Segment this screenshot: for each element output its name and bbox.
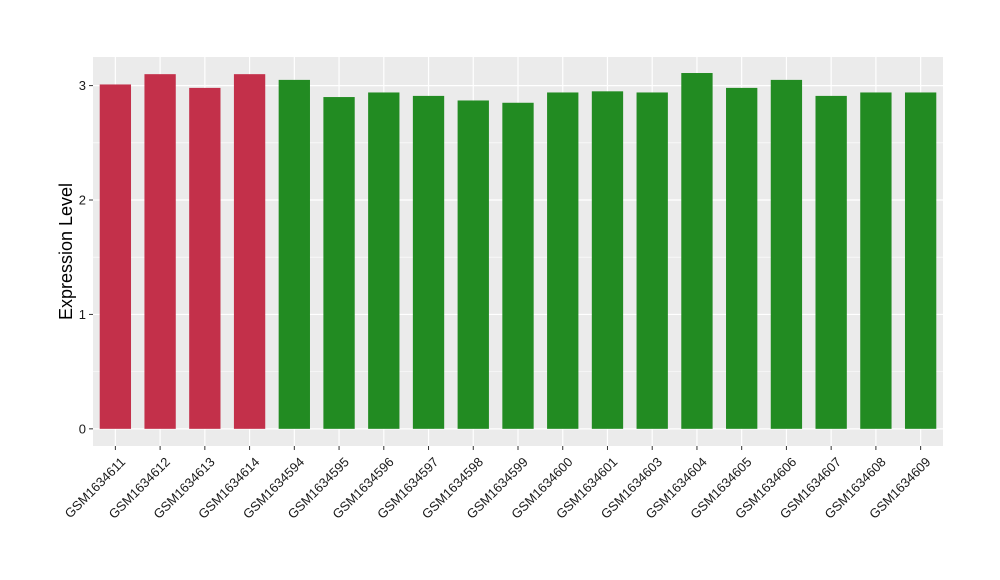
bar-GSM1634596 <box>368 92 400 429</box>
bar-GSM1634607 <box>815 95 847 429</box>
bar-GSM1634599 <box>502 102 534 429</box>
bar-GSM1634601 <box>591 91 624 429</box>
bars <box>99 73 937 429</box>
y-axis-title: Expression Level <box>56 183 76 320</box>
y-tick-label: 1 <box>79 307 86 322</box>
bar-GSM1634603 <box>636 92 668 429</box>
bar-GSM1634611 <box>99 84 132 429</box>
bar-GSM1634598 <box>457 100 489 429</box>
bar-GSM1634597 <box>412 95 445 429</box>
bar-GSM1634612 <box>144 74 176 429</box>
bar-GSM1634606 <box>770 79 803 429</box>
bar-GSM1634594 <box>278 79 310 429</box>
bar-GSM1634614 <box>233 74 266 429</box>
bar-GSM1634605 <box>726 87 758 429</box>
bar-GSM1634600 <box>547 92 579 429</box>
bar-GSM1634595 <box>323 97 355 429</box>
y-tick-label: 3 <box>79 78 86 93</box>
bar-GSM1634604 <box>681 73 713 429</box>
bar-GSM1634608 <box>860 92 892 429</box>
y-tick-label: 2 <box>79 193 86 208</box>
y-axis: 0 1 2 3 <box>79 78 93 436</box>
y-tick-label: 0 <box>79 421 86 436</box>
bar-GSM1634613 <box>189 87 221 429</box>
x-axis: GSM1634611GSM1634612GSM1634613GSM1634614… <box>62 446 934 522</box>
bar-GSM1634609 <box>904 92 937 429</box>
